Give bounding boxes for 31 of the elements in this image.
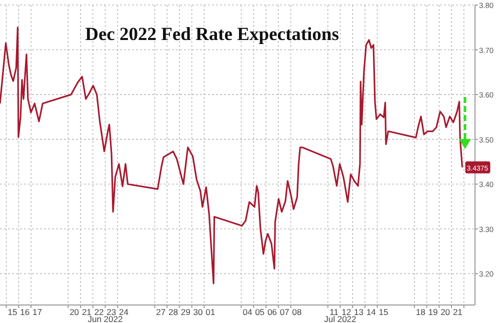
x-tick-label: 05 <box>255 307 265 317</box>
x-tick-label: 04 <box>242 307 252 317</box>
x-tick-label: 27 <box>156 307 166 317</box>
x-tick-label: 13 <box>354 307 364 317</box>
x-tick-label: 22 <box>94 307 104 317</box>
x-tick-label: 23 <box>106 307 116 317</box>
x-tick-label: 30 <box>193 307 203 317</box>
x-tick-label: 20 <box>440 307 450 317</box>
x-tick-label: 01 <box>206 307 216 317</box>
x-tick-label: 15 <box>8 307 18 317</box>
x-tick-label: 20 <box>70 307 80 317</box>
x-tick-label: 24 <box>119 307 129 317</box>
x-tick-label: 16 <box>20 307 30 317</box>
x-tick-label: 17 <box>32 307 42 317</box>
x-tick-label: 15 <box>378 307 388 317</box>
x-tick-label: 21 <box>452 307 463 317</box>
text: Jun 2022 <box>88 314 123 323</box>
x-tick-label: 29 <box>180 307 191 317</box>
x-tick-label: 08 <box>292 307 302 317</box>
text: Jul 2022 <box>324 314 357 323</box>
text: Dec 2022 Fed Rate Expectations <box>85 25 339 45</box>
x-tick-label: 21 <box>82 307 92 317</box>
x-tick-label: 19 <box>428 307 438 317</box>
x-tick-label: 14 <box>366 307 376 317</box>
x-tick-label: 18 <box>416 307 426 317</box>
x-tick-label: 06 <box>267 307 278 317</box>
line-series <box>0 26 464 284</box>
x-tick-label: 11 <box>330 307 339 317</box>
x-tick-label: 28 <box>168 307 178 317</box>
x-tick-label: 12 <box>342 307 352 317</box>
x-tick-label: 07 <box>280 307 290 317</box>
